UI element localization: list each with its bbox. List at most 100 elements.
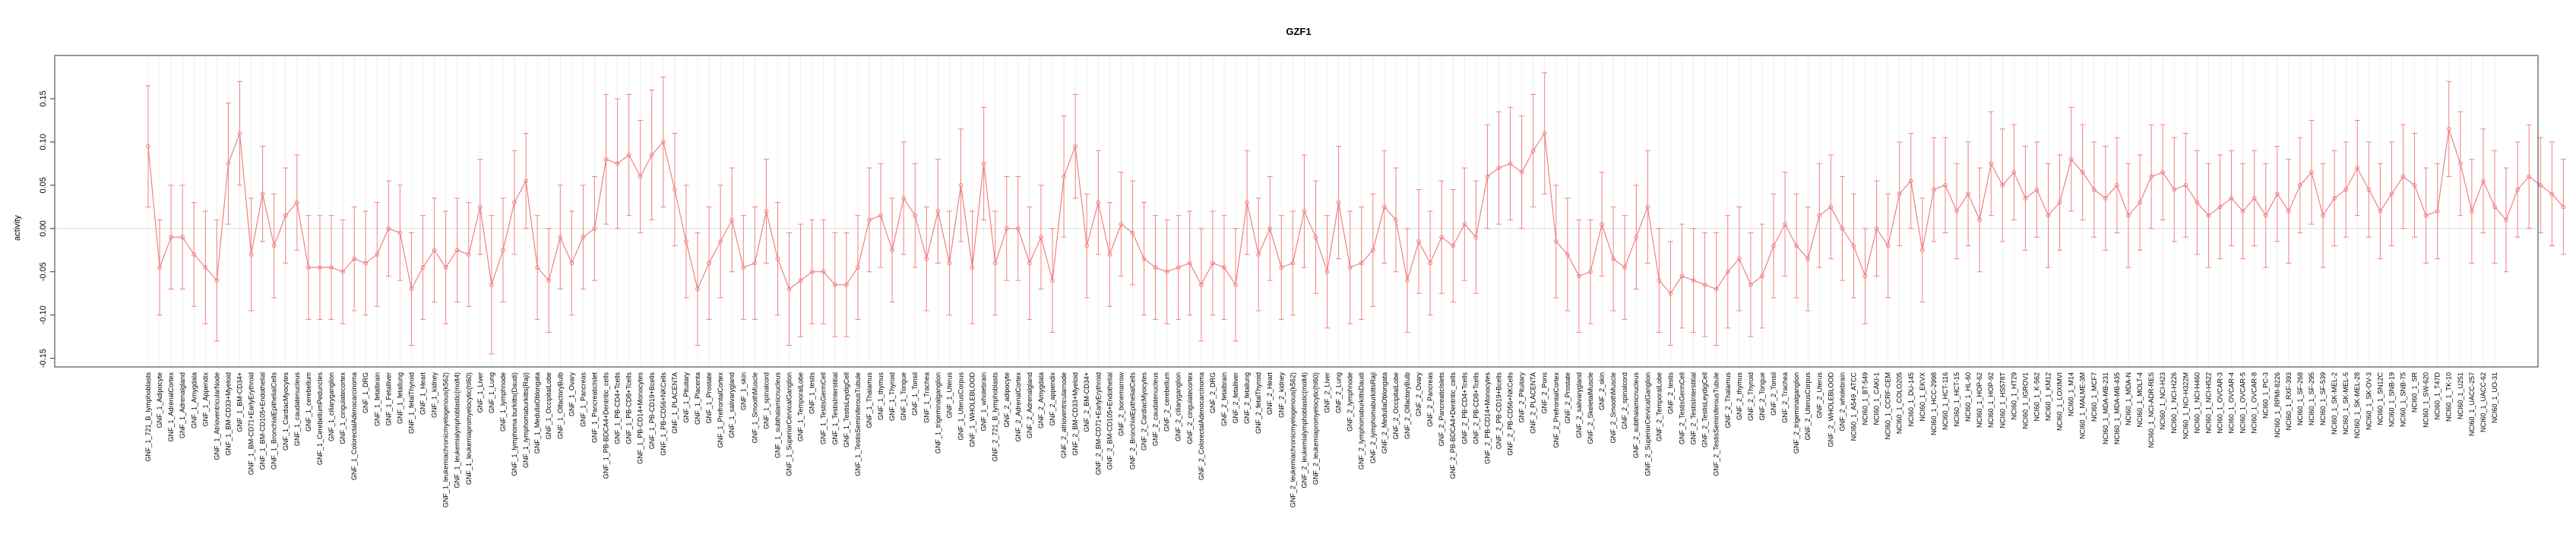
- x-tick-label: GNF_1_CerebellumPeduncles: [316, 372, 324, 466]
- x-tick-label: NCI60_1_HT29: [2010, 372, 2017, 420]
- data-point: [409, 286, 414, 292]
- x-tick-label: GNF_2_Trachea: [1781, 372, 1789, 423]
- y-axis: -0.15 -0.10 -0.05 0.00 0.05 0.10 0.15: [39, 90, 55, 368]
- data-point: [169, 235, 174, 240]
- data-point: [1405, 278, 1410, 283]
- data-point: [1015, 226, 1021, 231]
- data-point: [329, 265, 334, 270]
- data-point: [901, 196, 907, 201]
- data-point: [524, 179, 528, 184]
- data-point: [1290, 261, 1296, 266]
- data-point: [569, 261, 574, 266]
- x-tick-label: NCI60_1_K-562: [2033, 372, 2041, 422]
- x-tick-label: NCI60_1_MDA-MB-231: [2102, 372, 2109, 444]
- data-point: [638, 174, 643, 179]
- data-point: [283, 213, 288, 218]
- data-point: [2378, 209, 2383, 213]
- x-tick-label: GNF_2_fetalThyroid: [1255, 372, 1262, 434]
- data-point: [1702, 282, 1707, 287]
- data-point: [1347, 265, 1353, 270]
- data-point: [1004, 226, 1009, 231]
- data-point: [1600, 222, 1604, 226]
- x-tick-label: GNF_2_TestisInterstitial: [1690, 372, 1698, 445]
- x-tick-label: GNF_1_caudatenucleus: [293, 372, 301, 447]
- data-point: [466, 252, 471, 257]
- data-point: [1851, 243, 1856, 248]
- data-point: [1084, 243, 1090, 248]
- data-point: [237, 131, 242, 136]
- x-tick-label: NCI60_1_OVCAR-8: [2251, 372, 2258, 434]
- x-tick-label: GNF_2_fetalliver: [1232, 372, 1239, 424]
- x-tick-label: GNF_1_lymphoma burkitts(Daudi): [511, 372, 518, 476]
- data-point: [729, 217, 735, 223]
- data-point: [375, 252, 380, 257]
- x-tick-label: GNF_2_trigeminalganglion: [1793, 372, 1800, 454]
- data-point: [1279, 265, 1284, 270]
- data-point: [775, 256, 780, 261]
- data-point: [2298, 182, 2302, 188]
- x-tick-label: NCI60_1_UACC-257: [2468, 372, 2476, 436]
- x-tick-label: GNF_1_Tonsil: [911, 372, 919, 416]
- x-tick-label: NCI60_1_SNB-19: [2388, 372, 2395, 427]
- data-point: [2046, 213, 2051, 218]
- data-point: [1073, 144, 1078, 149]
- x-tick-label: NCI60_1_HCT-15: [1953, 372, 1960, 427]
- x-tick-label: GNF_2_Thyroid: [1747, 372, 1755, 421]
- data-point: [2011, 169, 2017, 175]
- data-point: [2023, 196, 2028, 201]
- x-tick-label: NCI60_1_BT-549: [1862, 372, 1869, 425]
- x-tick-label: GNF_2_BM-CD105+Endothelial: [1106, 372, 1113, 470]
- series-line: [147, 128, 2564, 295]
- data-point: [2515, 187, 2521, 192]
- x-tick-label: GNF_2_UterusCorpus: [1804, 372, 1812, 441]
- data-point: [1885, 243, 1891, 248]
- x-tick-label: NCI60_1_MDA-MB-435: [2113, 372, 2121, 444]
- x-tick-label: GNF_2_cerebellum: [1163, 372, 1171, 432]
- data-point: [294, 200, 299, 205]
- x-tick-label: GNF_2_wholebrain: [1838, 372, 1846, 432]
- x-tick-label: GNF_1_PB-CD8+Tcells: [625, 372, 633, 444]
- x-tick-label: GNF_1_BronchialEpithelialCells: [271, 372, 278, 470]
- data-point: [2332, 196, 2337, 201]
- data-point: [2389, 191, 2394, 197]
- x-tick-label: NCI60_1_SK-OV-3: [2365, 372, 2372, 430]
- x-tick-label: GNF_1_Thyroid: [888, 372, 896, 421]
- x-tick-label: GNF_2_BM-CD33+Myeloid: [1071, 372, 1079, 456]
- x-tick-label: GNF_2_Heart: [1266, 372, 1274, 416]
- x-tick-label: GNF_2_SkeletalMuscle: [1587, 372, 1594, 444]
- data-point: [535, 265, 540, 270]
- x-tick-label: NCI60_1_HOP-62: [1976, 372, 1983, 428]
- data-point: [1634, 235, 1639, 240]
- x-tick-label: GNF_1_Adipocyte: [156, 372, 163, 428]
- x-tick-label: GNF_2_salivarygland: [1575, 372, 1583, 438]
- data-point: [958, 182, 964, 188]
- x-tick-label: GNF_2_fetalbrain: [1220, 372, 1228, 426]
- data-point: [1760, 274, 1764, 279]
- x-tick-label: GNF_2_PB-CD19+Bcells: [1495, 372, 1503, 450]
- data-point: [2172, 187, 2177, 192]
- data-point: [1096, 200, 1101, 205]
- x-tick-label: GNF_1_Heart: [419, 372, 427, 416]
- data-point: [1817, 213, 1822, 218]
- x-tick-label: GNF_1_wholebrain: [980, 372, 988, 432]
- x-tick-label: NCI60_1_NCI-H522: [2204, 372, 2212, 434]
- x-tick-label: NCI60_1_SR: [2411, 372, 2419, 413]
- data-point: [992, 261, 998, 266]
- x-tick-label: GNF_1_SuperiorCervicalGanglion: [786, 372, 793, 476]
- data-point: [1897, 191, 1902, 197]
- data-point: [2138, 200, 2142, 205]
- data-point: [1668, 291, 1673, 296]
- data-point: [512, 200, 517, 205]
- data-point: [1394, 217, 1398, 223]
- x-tick-label: GNF_2_Tongue: [1758, 372, 1766, 421]
- x-tick-label: GNF_1_PB-CD19+Bcells: [648, 372, 656, 450]
- data-point: [2274, 191, 2280, 197]
- data-point: [2343, 187, 2349, 192]
- x-tick-label: NCI60_1_LOXIMVI: [2056, 372, 2064, 431]
- data-point: [2252, 196, 2257, 201]
- x-tick-label: GNF_1_Trachea: [922, 372, 930, 423]
- x-tick-label: NCI60_1_OVCAR-5: [2239, 372, 2247, 434]
- x-tick-label: GNF_1_Fetalliver: [385, 372, 392, 426]
- x-tick-label: NCI60_1_OVCAR-3: [2217, 372, 2224, 434]
- x-tick-label: NCI60_1_HCC-2998: [1930, 372, 1938, 435]
